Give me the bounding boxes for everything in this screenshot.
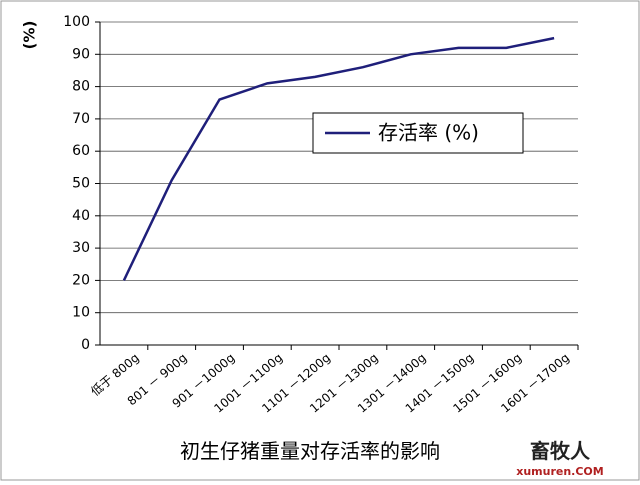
y-tick-label: 0 (81, 337, 90, 353)
y-tick-label: 20 (72, 272, 90, 288)
y-tick-label: 100 (63, 14, 90, 30)
y-tick-label: 80 (72, 79, 90, 95)
watermark-brand: 畜牧人 (530, 439, 591, 463)
y-tick-label: 50 (72, 176, 90, 192)
y-tick-label: 10 (72, 305, 90, 321)
y-tick-label: 30 (72, 240, 90, 256)
y-tick-label: 60 (72, 143, 90, 159)
chart-title: 初生仔猪重量对存活率的影响 (180, 439, 440, 463)
y-tick-label: 90 (72, 46, 90, 62)
line (122, 36, 555, 281)
legend-label: 存活率 (%) (378, 121, 479, 145)
y-tick-label: 40 (72, 208, 90, 224)
watermark-site: xumuren.COM (516, 465, 603, 478)
y-axis-label: (%) (21, 21, 39, 50)
y-tick-label: 70 (72, 111, 90, 127)
